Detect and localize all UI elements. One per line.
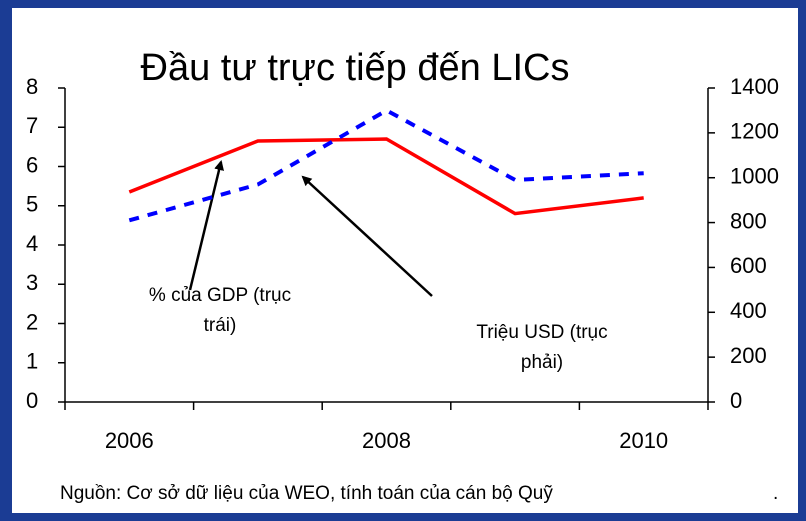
x-tick-label: 2006 xyxy=(105,428,154,453)
y-tick-label: 7 xyxy=(26,113,38,138)
y2-tick-label: 800 xyxy=(730,208,767,233)
y-tick-label: 0 xyxy=(26,388,38,413)
y-tick-label: 3 xyxy=(26,270,38,295)
source: Nguồn: Cơ sở dữ liệu của WEO, tính toán … xyxy=(60,483,553,504)
y2-tick-label: 600 xyxy=(730,253,767,278)
source-end: . xyxy=(773,483,778,504)
y-tick-label: 5 xyxy=(26,192,38,217)
y-tick-label: 8 xyxy=(26,74,38,99)
y-tick-label: 1 xyxy=(26,349,38,374)
x-tick-label: 2008 xyxy=(362,428,411,453)
arrow xyxy=(188,160,224,291)
arrow xyxy=(301,175,433,297)
y2-tick-label: 200 xyxy=(730,343,767,368)
y2-tick-label: 1400 xyxy=(730,74,779,99)
y2-tick-label: 0 xyxy=(730,388,742,413)
y2-tick-label: 1000 xyxy=(730,164,779,189)
y-tick-label: 4 xyxy=(26,231,38,256)
chart-title: Đầu tư trực tiếp đến LICs xyxy=(141,47,570,89)
annotation: phải) xyxy=(521,352,563,373)
x-tick-label: 2010 xyxy=(619,428,668,453)
panel xyxy=(12,8,798,513)
annotation: % của GDP (trục xyxy=(149,285,291,306)
series-line xyxy=(128,137,644,216)
annotation: Triệu USD (trục xyxy=(476,322,607,343)
y-tick-label: 6 xyxy=(26,152,38,177)
y2-tick-label: 400 xyxy=(730,298,767,323)
annotation: trái) xyxy=(204,315,237,336)
y2-tick-label: 1200 xyxy=(730,119,779,144)
y-tick-label: 2 xyxy=(26,309,38,334)
